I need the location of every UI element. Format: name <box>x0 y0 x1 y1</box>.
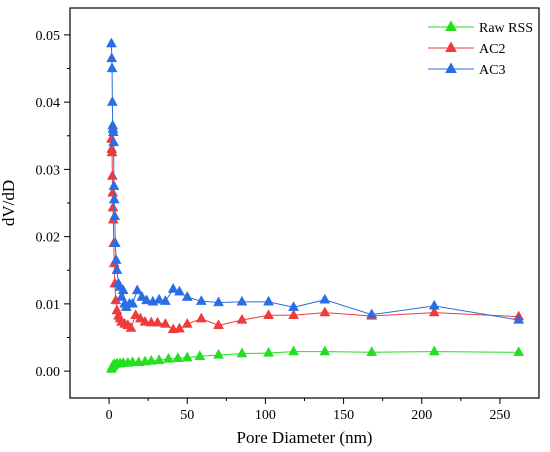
data-point <box>428 299 440 310</box>
x-tick-label: 50 <box>180 408 194 423</box>
data-point <box>213 348 224 359</box>
data-point <box>106 96 118 106</box>
data-point <box>136 291 148 301</box>
data-point <box>117 284 129 295</box>
data-point <box>167 282 179 293</box>
data-point <box>263 295 274 306</box>
axis-ticks: 0 50 100 150 200 250 0.00 0.01 0.02 0.03 0.04 0.05 <box>36 29 511 423</box>
data-point <box>106 62 118 73</box>
data-point <box>109 237 121 248</box>
data-point <box>159 317 171 328</box>
data-point <box>428 306 440 317</box>
data-point <box>181 317 193 328</box>
y-tick-label: 0.03 <box>36 163 61 178</box>
data-point <box>106 37 117 48</box>
data-point <box>288 309 299 319</box>
data-point <box>428 345 440 356</box>
data-point <box>153 354 165 365</box>
data-point <box>152 316 163 327</box>
series-line <box>110 139 519 330</box>
data-point <box>107 126 119 137</box>
data-point <box>111 264 123 274</box>
data-point <box>263 346 274 357</box>
data-point <box>319 345 331 356</box>
legend: Raw RSS AC2 AC3 <box>428 20 533 78</box>
data-point <box>139 315 151 326</box>
data-point <box>108 180 120 190</box>
y-tick-label: 0.02 <box>36 231 61 246</box>
data-point <box>513 313 525 324</box>
data-point <box>213 296 224 307</box>
data-point <box>107 201 119 212</box>
data-point <box>107 186 119 197</box>
data-point <box>263 309 274 319</box>
legend-label: AC3 <box>479 63 505 78</box>
legend-marker <box>445 62 457 74</box>
legend-marker <box>445 41 457 53</box>
legend-label: Raw RSS <box>479 21 533 36</box>
data-point <box>131 284 143 295</box>
data-point <box>194 350 206 360</box>
y-tick-label: 0.01 <box>36 298 61 313</box>
data-point <box>288 301 299 311</box>
data-point <box>125 321 137 332</box>
x-axis-title: Pore Diameter (nm) <box>237 428 373 447</box>
x-tick-label: 0 <box>106 408 113 423</box>
data-point <box>141 294 153 305</box>
data-point <box>181 351 193 362</box>
data-point <box>319 293 331 304</box>
x-tick-label: 200 <box>411 408 432 423</box>
data-point <box>108 136 120 147</box>
series-ac3 <box>106 37 525 324</box>
data-point <box>319 306 331 317</box>
plot-frame <box>69 7 540 399</box>
data-point <box>174 285 185 296</box>
series-layer <box>106 37 525 373</box>
y-tick-label: 0.05 <box>36 29 61 44</box>
series-line <box>110 43 519 321</box>
data-point <box>108 193 120 204</box>
y-tick-label: 0.04 <box>36 96 61 111</box>
data-point <box>159 295 171 305</box>
data-point <box>130 309 142 319</box>
y-axis-title: dV/dD <box>0 180 18 226</box>
data-point <box>172 352 184 362</box>
data-point <box>163 352 174 363</box>
data-point <box>236 313 248 324</box>
x-tick-label: 150 <box>333 408 354 423</box>
data-point <box>236 347 248 358</box>
data-point <box>134 312 146 323</box>
data-point <box>288 345 299 356</box>
data-point <box>116 291 128 301</box>
legend-marker <box>445 20 457 32</box>
data-point <box>213 319 224 330</box>
data-point <box>153 293 165 304</box>
data-point <box>106 146 118 157</box>
data-point <box>366 308 378 319</box>
data-point <box>127 297 138 308</box>
y-tick-label: 0.00 <box>36 365 61 380</box>
data-point <box>181 291 193 301</box>
data-point <box>145 354 157 365</box>
legend-label: AC2 <box>479 42 505 57</box>
data-point <box>513 346 525 356</box>
data-point <box>195 312 207 323</box>
data-point <box>236 295 248 306</box>
data-point <box>195 295 207 305</box>
data-point <box>106 170 118 180</box>
data-point <box>106 52 118 63</box>
data-point <box>366 346 378 356</box>
x-tick-label: 100 <box>255 408 276 423</box>
x-tick-label: 250 <box>489 408 510 423</box>
data-point <box>109 210 121 221</box>
series-raw-rss <box>106 345 525 373</box>
data-point <box>110 254 122 264</box>
